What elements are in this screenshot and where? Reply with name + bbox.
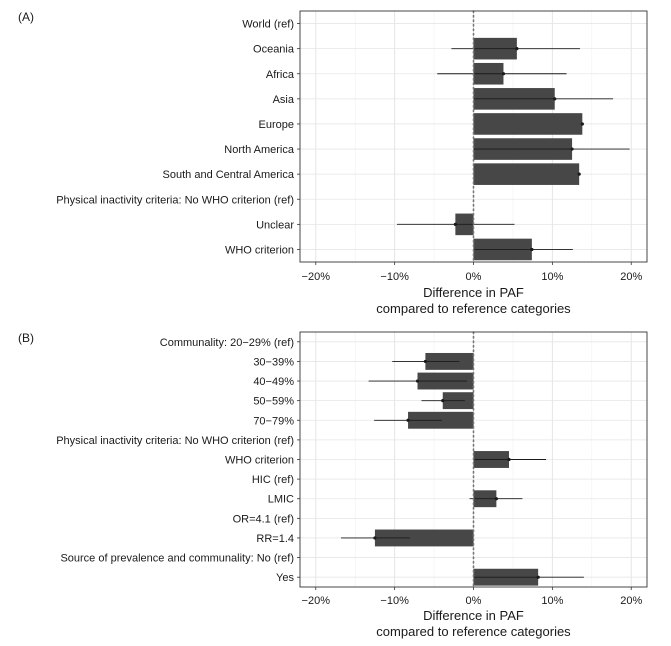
category-label: Asia	[273, 94, 295, 106]
point-estimate	[494, 497, 498, 501]
x-tick-label: −10%	[380, 271, 409, 283]
category-label: 70−79%	[253, 415, 294, 427]
point-estimate	[453, 222, 457, 226]
x-axis-title: compared to reference categories	[376, 624, 571, 639]
x-axis-title: Difference in PAF	[423, 608, 524, 623]
category-label: 30−39%	[253, 356, 294, 368]
category-label: WHO criterion	[225, 455, 294, 467]
category-label: RR=1.4	[256, 533, 294, 545]
chart-panel-a: (A) World (ref) Oceania Africa Asia Europe Nor…	[18, 10, 648, 316]
category-label: WHO criterion	[225, 244, 294, 256]
category-label: Unclear	[256, 219, 294, 231]
point-estimate	[423, 359, 427, 364]
category-label: Oceania	[253, 44, 295, 56]
point-estimate	[415, 379, 420, 383]
bar	[473, 163, 580, 185]
category-label: Europe	[259, 119, 294, 131]
point-estimate	[441, 399, 445, 403]
category-label: Physical inactivity criteria: No WHO cri…	[56, 435, 294, 447]
category-label: North America	[224, 144, 295, 156]
point-estimate	[553, 97, 557, 101]
category-label: South and Central America	[163, 169, 295, 181]
point-estimate	[507, 457, 511, 462]
point-estimate	[515, 47, 519, 51]
point-estimate	[501, 72, 506, 76]
x-axis-title: Difference in PAF	[423, 285, 524, 300]
x-tick-label: 10%	[541, 595, 563, 607]
x-tick-label: −20%	[302, 595, 331, 607]
category-label: Communality: 20−29% (ref)	[160, 337, 294, 349]
x-tick-label: −20%	[302, 271, 331, 283]
category-label: Africa	[266, 69, 295, 81]
point-estimate	[373, 536, 377, 540]
category-label: LMIC	[268, 494, 294, 506]
x-axis-title: compared to reference categories	[376, 301, 571, 316]
x-tick-label: 0%	[466, 595, 482, 607]
point-estimate	[577, 172, 581, 176]
x-tick-label: −10%	[380, 595, 409, 607]
x-tick-label: 10%	[541, 271, 563, 283]
category-label: World (ref)	[242, 19, 294, 31]
panel-label: (B)	[18, 331, 34, 345]
chart-panel-b: (B) Communality: 20−29% (ref) 30−39% 40−49%…	[18, 331, 648, 639]
x-tick-label: 20%	[620, 595, 642, 607]
point-estimate	[580, 122, 584, 126]
category-label: Physical inactivity criteria: No WHO cri…	[56, 194, 294, 206]
bar	[473, 113, 583, 135]
category-label: 40−49%	[253, 376, 294, 388]
point-estimate	[536, 575, 540, 579]
category-label: Source of prevalence and communality: No…	[60, 553, 294, 565]
bar	[374, 529, 474, 547]
panel-label: (A)	[18, 10, 34, 24]
category-label: 50−59%	[253, 396, 294, 408]
x-tick-label: 20%	[620, 271, 642, 283]
category-label: OR=4.1 (ref)	[233, 513, 294, 525]
category-label: HIC (ref)	[252, 474, 294, 486]
point-estimate	[570, 147, 574, 151]
x-tick-label: 0%	[466, 271, 482, 283]
point-estimate	[406, 418, 410, 422]
category-label: Yes	[276, 572, 294, 584]
point-estimate	[530, 247, 534, 252]
